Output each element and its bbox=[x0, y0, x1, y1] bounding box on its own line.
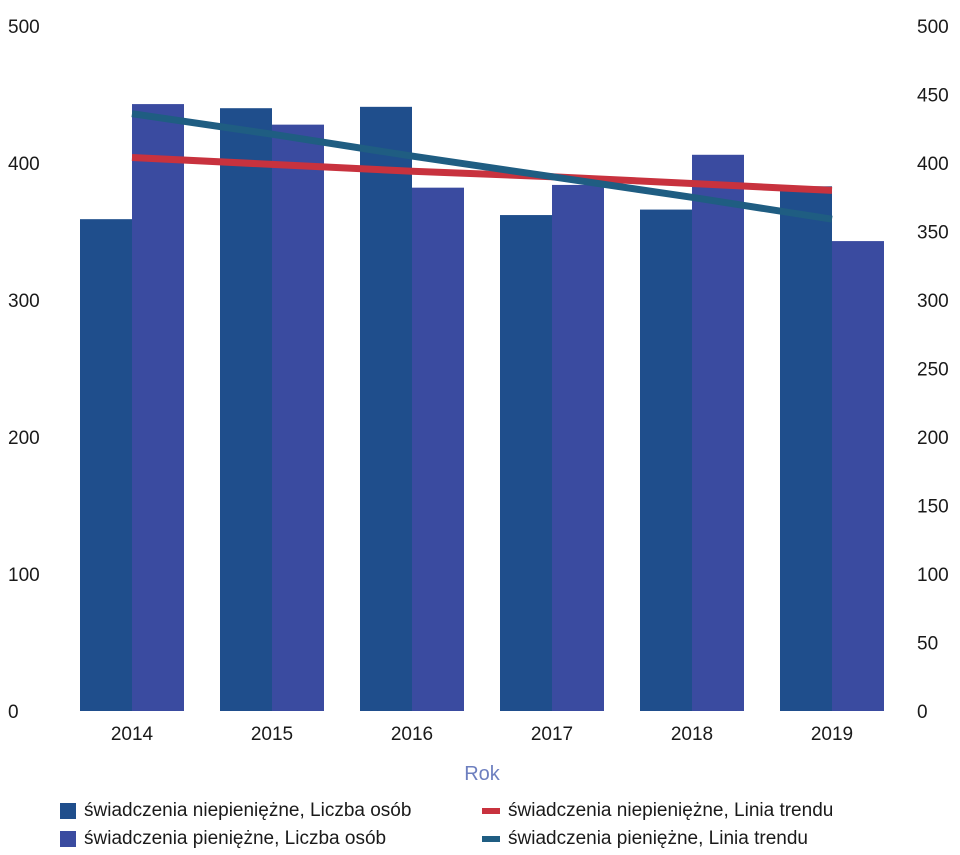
bar-1-2016 bbox=[360, 106, 412, 711]
bar-1-2015 bbox=[220, 108, 272, 711]
left-tick-label: 200 bbox=[8, 428, 40, 449]
trend-line-1 bbox=[131, 154, 833, 194]
right-tick-label: 450 bbox=[917, 86, 949, 107]
right-tick-label: 400 bbox=[917, 154, 949, 175]
right-tick-label: 50 bbox=[917, 634, 938, 655]
legend-item: świadczenia pieniężne, Linia trendu bbox=[482, 828, 808, 850]
legend-item: świadczenia niepieniężne, Liczba osób bbox=[60, 800, 411, 822]
left-tick-label: 0 bbox=[8, 702, 19, 723]
bar-1-2014 bbox=[80, 219, 132, 712]
left-tick-label: 100 bbox=[8, 565, 40, 586]
x-tick-label: 2015 bbox=[251, 724, 293, 745]
right-tick-label: 200 bbox=[917, 428, 949, 449]
bar-2-2017 bbox=[552, 184, 604, 712]
bar-2-2015 bbox=[272, 124, 324, 711]
legend-swatch-line-2 bbox=[482, 836, 500, 842]
x-tick-label: 2018 bbox=[671, 724, 713, 745]
bar-2-2014 bbox=[132, 104, 184, 712]
left-tick-label: 500 bbox=[8, 17, 40, 38]
x-tick-label: 2016 bbox=[391, 724, 433, 745]
chart-canvas: 0 100 200 300 400 500 0 50 100 150 200 250 300 350 40… bbox=[8, 17, 949, 785]
bar-2-2018 bbox=[692, 154, 744, 711]
legend-swatch-bar-2 bbox=[60, 831, 76, 847]
legend-label: świadczenia niepieniężne, Liczba osób bbox=[84, 800, 412, 821]
left-tick-label: 400 bbox=[8, 154, 40, 175]
legend-label: świadczenia niepieniężne, Linia trendu bbox=[508, 800, 834, 821]
bar-2-2019 bbox=[832, 241, 884, 711]
bar-2-2016 bbox=[412, 187, 464, 711]
right-tick-label: 0 bbox=[917, 702, 928, 723]
left-tick-label: 300 bbox=[8, 291, 40, 312]
legend-swatch-line-1 bbox=[482, 808, 500, 814]
bar-1-2019 bbox=[780, 186, 832, 712]
x-tick-label: 2017 bbox=[531, 724, 573, 745]
right-tick-label: 250 bbox=[917, 360, 949, 381]
right-tick-label: 350 bbox=[917, 223, 949, 244]
right-tick-label: 150 bbox=[917, 497, 949, 518]
trend-line-2 bbox=[131, 110, 833, 223]
legend-item: świadczenia niepieniężne, Linia trendu bbox=[482, 800, 833, 822]
x-axis-title: Rok bbox=[464, 763, 501, 785]
legend-item: świadczenia pieniężne, Liczba osób bbox=[60, 828, 386, 850]
right-tick-label: 100 bbox=[917, 565, 949, 586]
bar-1-2018 bbox=[640, 209, 692, 711]
right-tick-label: 500 bbox=[917, 17, 949, 38]
x-tick-label: 2019 bbox=[811, 724, 853, 745]
legend-label: świadczenia pieniężne, Linia trendu bbox=[508, 828, 808, 849]
legend-swatch-bar-1 bbox=[60, 803, 76, 819]
legend-label: świadczenia pieniężne, Liczba osób bbox=[84, 828, 387, 849]
x-tick-label: 2014 bbox=[111, 724, 154, 745]
bar-1-2017 bbox=[500, 215, 552, 711]
right-tick-label: 300 bbox=[917, 291, 949, 312]
